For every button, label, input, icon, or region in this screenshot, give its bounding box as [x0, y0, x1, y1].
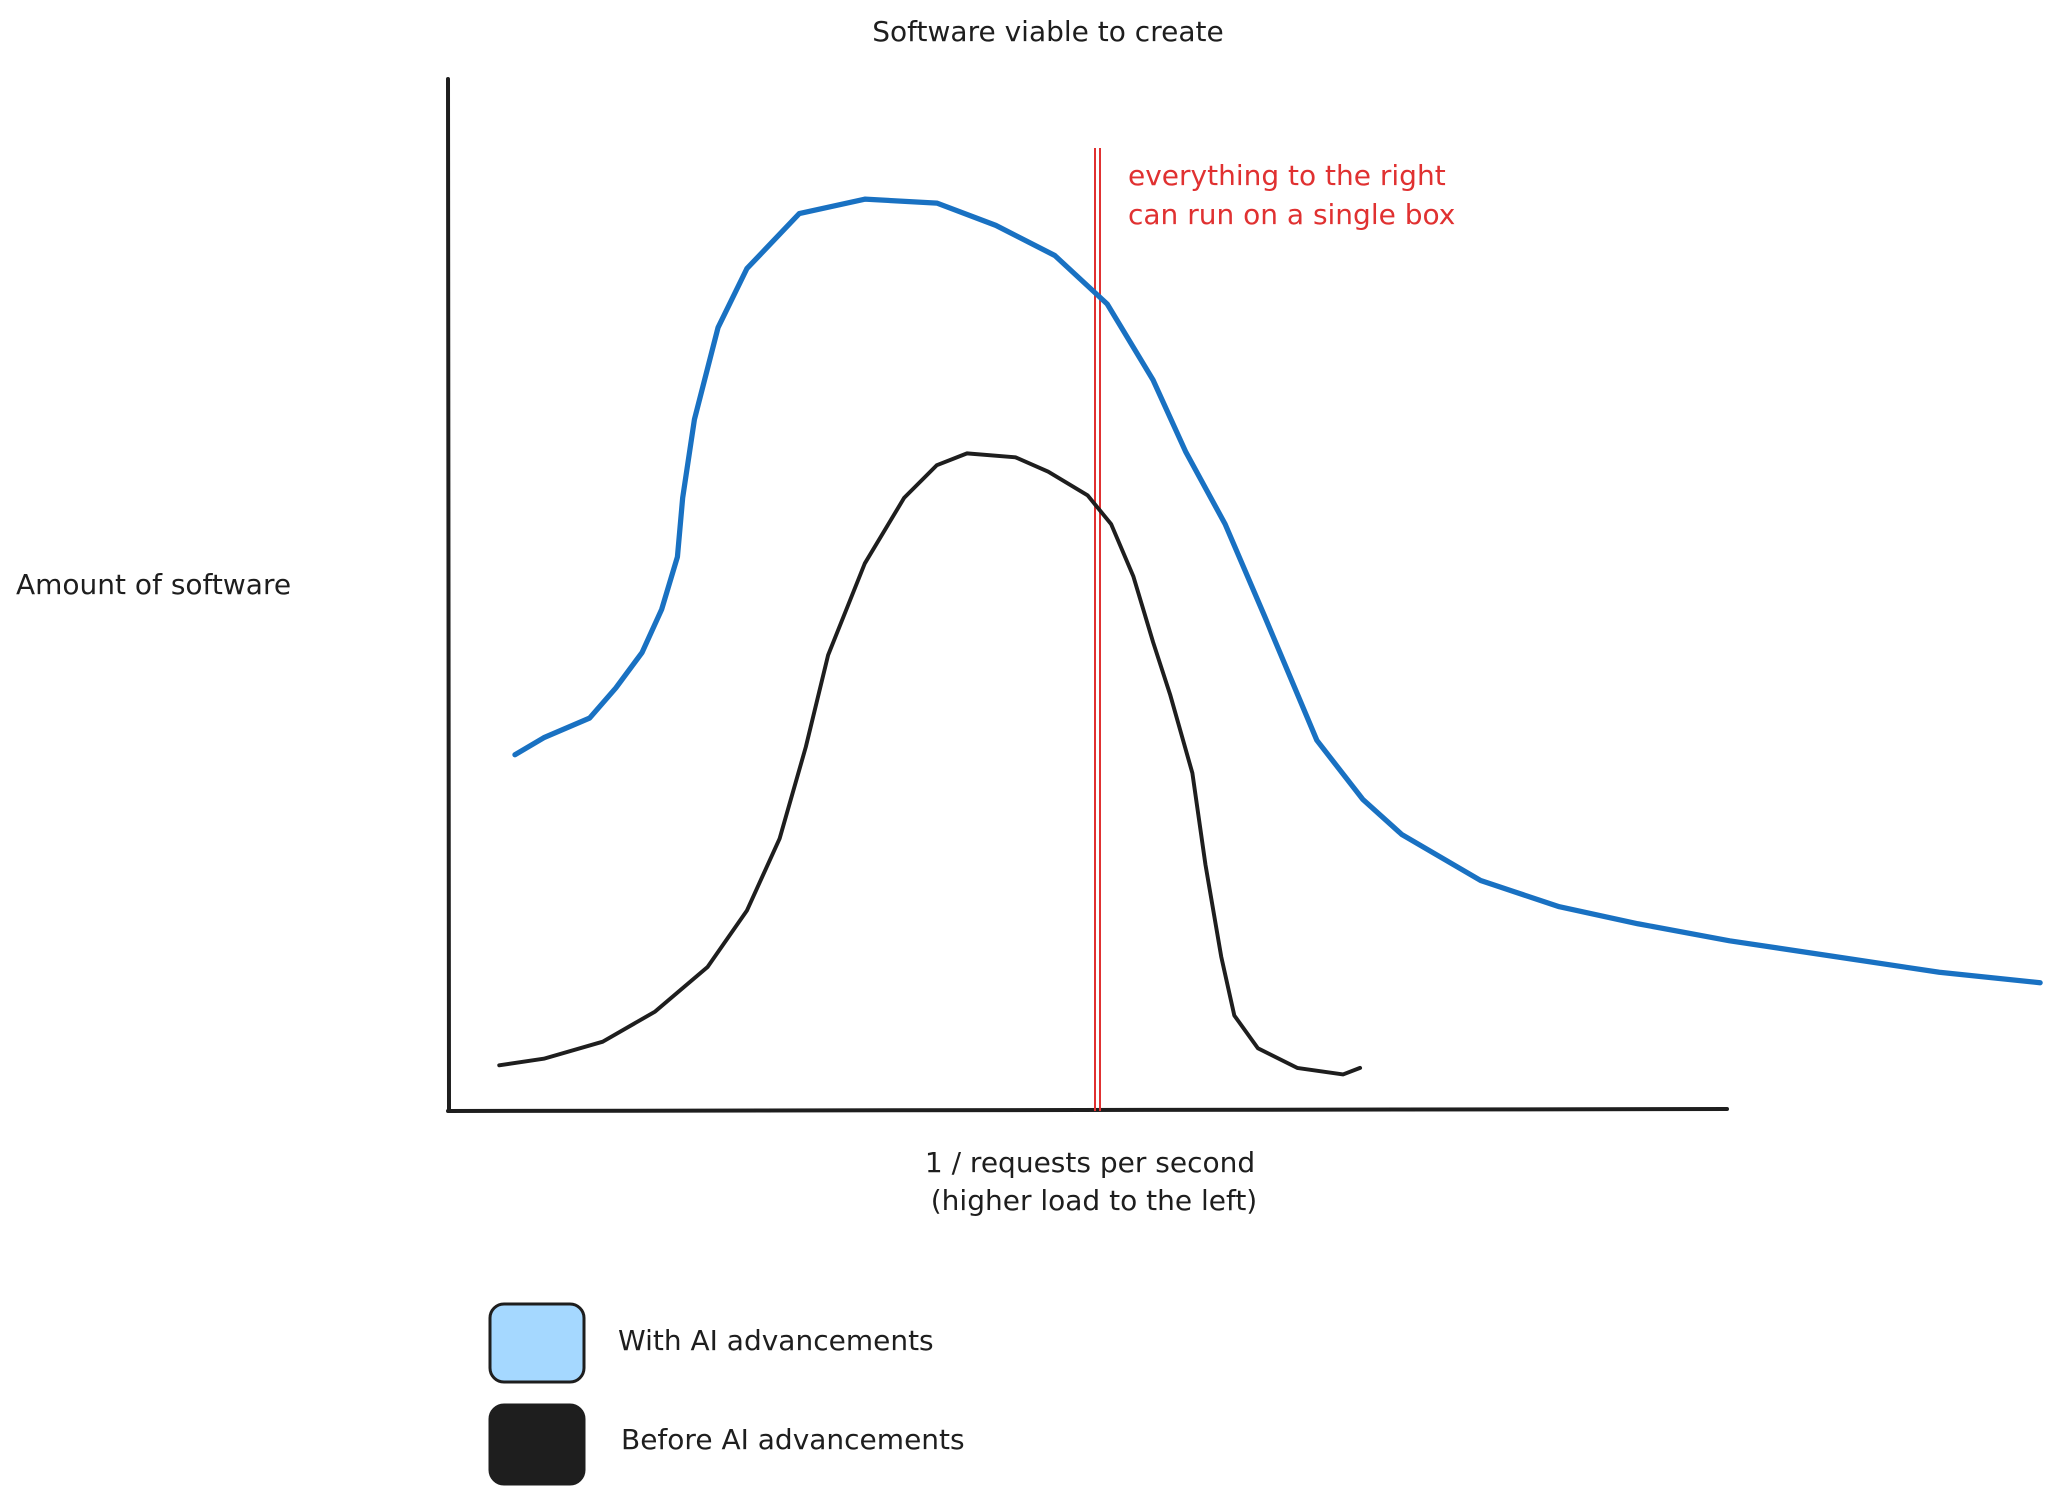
y-axis-label: Amount of software [16, 568, 291, 601]
x-axis [446, 1107, 1729, 1113]
chart-title: Software viable to create [872, 15, 1223, 48]
legend-swatch [488, 1302, 586, 1384]
x-axis-label: 1 / requests per second [925, 1146, 1255, 1179]
y-axis [446, 77, 451, 1113]
x-axis-label: (higher load to the left) [931, 1184, 1257, 1217]
legend-label: Before AI advancements [621, 1423, 965, 1456]
curve-before-ai [497, 451, 1363, 1077]
annotation-text: can run on a single box [1128, 198, 1455, 231]
annotation-line [1094, 148, 1101, 1111]
legend-label: With AI advancements [618, 1324, 934, 1357]
annotation-text: everything to the right [1128, 159, 1446, 192]
curve-with-ai [512, 196, 2043, 986]
legend-swatch [488, 1403, 586, 1486]
